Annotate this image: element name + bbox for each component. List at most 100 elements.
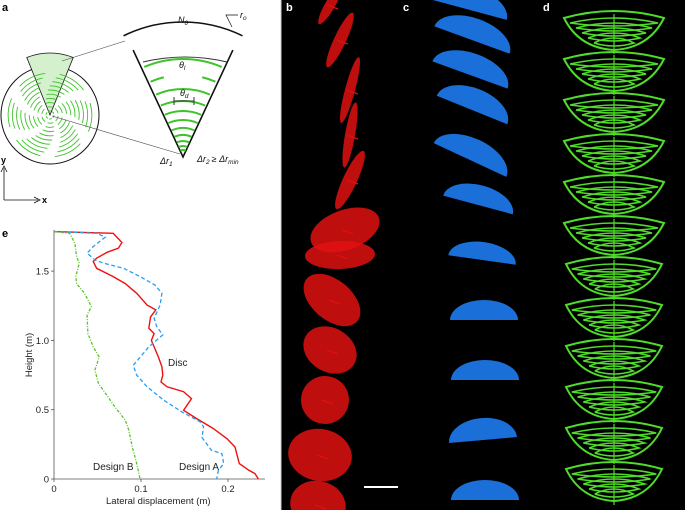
- zoom-connector-bottom: [51, 115, 181, 155]
- pattern-arc: [45, 102, 55, 104]
- pattern-arc: [46, 93, 61, 98]
- pattern-arc: [59, 119, 67, 130]
- pattern-arc: [57, 138, 80, 153]
- zoomed-pattern-arc: [173, 134, 193, 138]
- pattern-arc: [79, 100, 84, 124]
- y-tick-label: 1.5: [36, 267, 49, 278]
- y-axis-label: Height (m): [24, 333, 35, 377]
- zoomed-pattern-arc: [201, 76, 216, 83]
- delta-r1-label: Δr1: [159, 156, 173, 168]
- pattern-arc: [24, 112, 30, 130]
- pattern-arc: [60, 122, 70, 134]
- disc-stem: [346, 134, 359, 140]
- pattern-arc: [22, 82, 42, 97]
- zoomed-sector: [123, 21, 243, 159]
- pattern-arc: [20, 110, 26, 131]
- pattern-arc: [55, 77, 79, 91]
- design-a-snapshot: [450, 300, 518, 320]
- series-line-disc: [53, 230, 259, 480]
- x-tick-label: 0.1: [134, 484, 147, 495]
- axis-y-label: y: [1, 155, 6, 165]
- panel-label-c: c: [403, 2, 409, 14]
- design-a-snapshot: [449, 417, 517, 443]
- disc-stem: [326, 349, 339, 355]
- disc-snapshot: [339, 57, 361, 123]
- pattern-arc: [54, 108, 59, 114]
- pattern-arc: [74, 99, 80, 120]
- annotation-design-a: Design A: [179, 462, 219, 473]
- theta-d-label: θd: [180, 88, 189, 100]
- pattern-arc: [87, 102, 93, 132]
- pattern-arc: [39, 132, 54, 137]
- panel-b-disc-photo: [288, 0, 380, 510]
- zoomed-pattern-arc: [179, 149, 187, 152]
- pattern-arc: [55, 115, 59, 122]
- x-axis-label: Lateral displacement (m): [106, 496, 211, 507]
- design-a-snapshot: [451, 360, 519, 380]
- pattern-arc: [59, 73, 84, 91]
- disc-stem: [314, 504, 327, 510]
- zoom-connector-top: [61, 40, 126, 62]
- pattern-arc: [47, 122, 54, 124]
- pattern-arc: [37, 104, 43, 113]
- pattern-arc: [57, 105, 63, 114]
- design-a-snapshot: [443, 183, 514, 215]
- pattern-arc: [60, 125, 74, 139]
- disc-snapshot: [318, 0, 342, 25]
- zoomed-pattern-arc: [150, 76, 165, 83]
- pattern-arc: [35, 135, 53, 141]
- n-theta-label: Nθ: [178, 15, 189, 27]
- pattern-arc: [42, 129, 55, 133]
- design-b-snapshot: [562, 10, 666, 54]
- disc-snapshot: [290, 480, 346, 510]
- disc-stem: [346, 89, 359, 95]
- pattern-arc: [16, 106, 21, 130]
- design-b-snapshot: [564, 297, 664, 341]
- pattern-arc: [45, 126, 55, 128]
- disc-snapshot: [288, 428, 352, 482]
- design-b-snapshot: [564, 461, 664, 505]
- pattern-arc: [28, 114, 35, 129]
- design-b-snapshot: [564, 338, 664, 382]
- series-line-design-b: [53, 230, 141, 480]
- pattern-arc: [49, 85, 69, 93]
- y-tick-label: 0.5: [36, 405, 49, 416]
- pattern-arc: [21, 139, 45, 153]
- pattern-arc: [33, 100, 41, 111]
- pattern-arc: [58, 133, 78, 148]
- pattern-arc: [7, 98, 13, 128]
- design-b-snapshot: [564, 256, 664, 300]
- pattern-arc: [51, 111, 55, 114]
- pattern-arc: [61, 103, 68, 114]
- disc-snapshot: [303, 273, 361, 327]
- design-a-snapshot: [432, 50, 509, 89]
- disc-stem: [336, 254, 349, 260]
- x-tick-label: 0: [51, 484, 56, 495]
- disc-snapshot: [335, 150, 365, 210]
- panel-label-b: b: [286, 2, 293, 14]
- design-a-snapshot: [451, 480, 519, 500]
- pattern-arc: [41, 116, 46, 122]
- pattern-arc: [16, 139, 41, 157]
- x-axis-arrow-icon: [4, 196, 41, 204]
- series-line-design-a: [53, 230, 225, 480]
- theta-l-bracket: [142, 56, 228, 63]
- pattern-arc: [47, 89, 65, 95]
- highlighted-sector: [26, 52, 74, 117]
- r-o-pointer: [225, 14, 238, 28]
- design-a-snapshot: [433, 133, 508, 177]
- pattern-arc: [11, 102, 16, 129]
- pattern-arc: [45, 112, 48, 115]
- panel-label-e: e: [2, 228, 8, 240]
- annotation-design-b: Design B: [93, 462, 134, 473]
- y-tick-label: 1.0: [36, 336, 49, 347]
- axis-x-label: x: [42, 195, 47, 205]
- disc-snapshot: [342, 102, 358, 168]
- pattern-arc: [60, 129, 76, 143]
- theta-l-label: θl: [179, 60, 186, 72]
- pattern-arc: [70, 100, 76, 118]
- panel-d-design-b-photo: [562, 10, 666, 505]
- zoomed-pattern-arc: [178, 145, 188, 148]
- pattern-arc: [65, 101, 72, 116]
